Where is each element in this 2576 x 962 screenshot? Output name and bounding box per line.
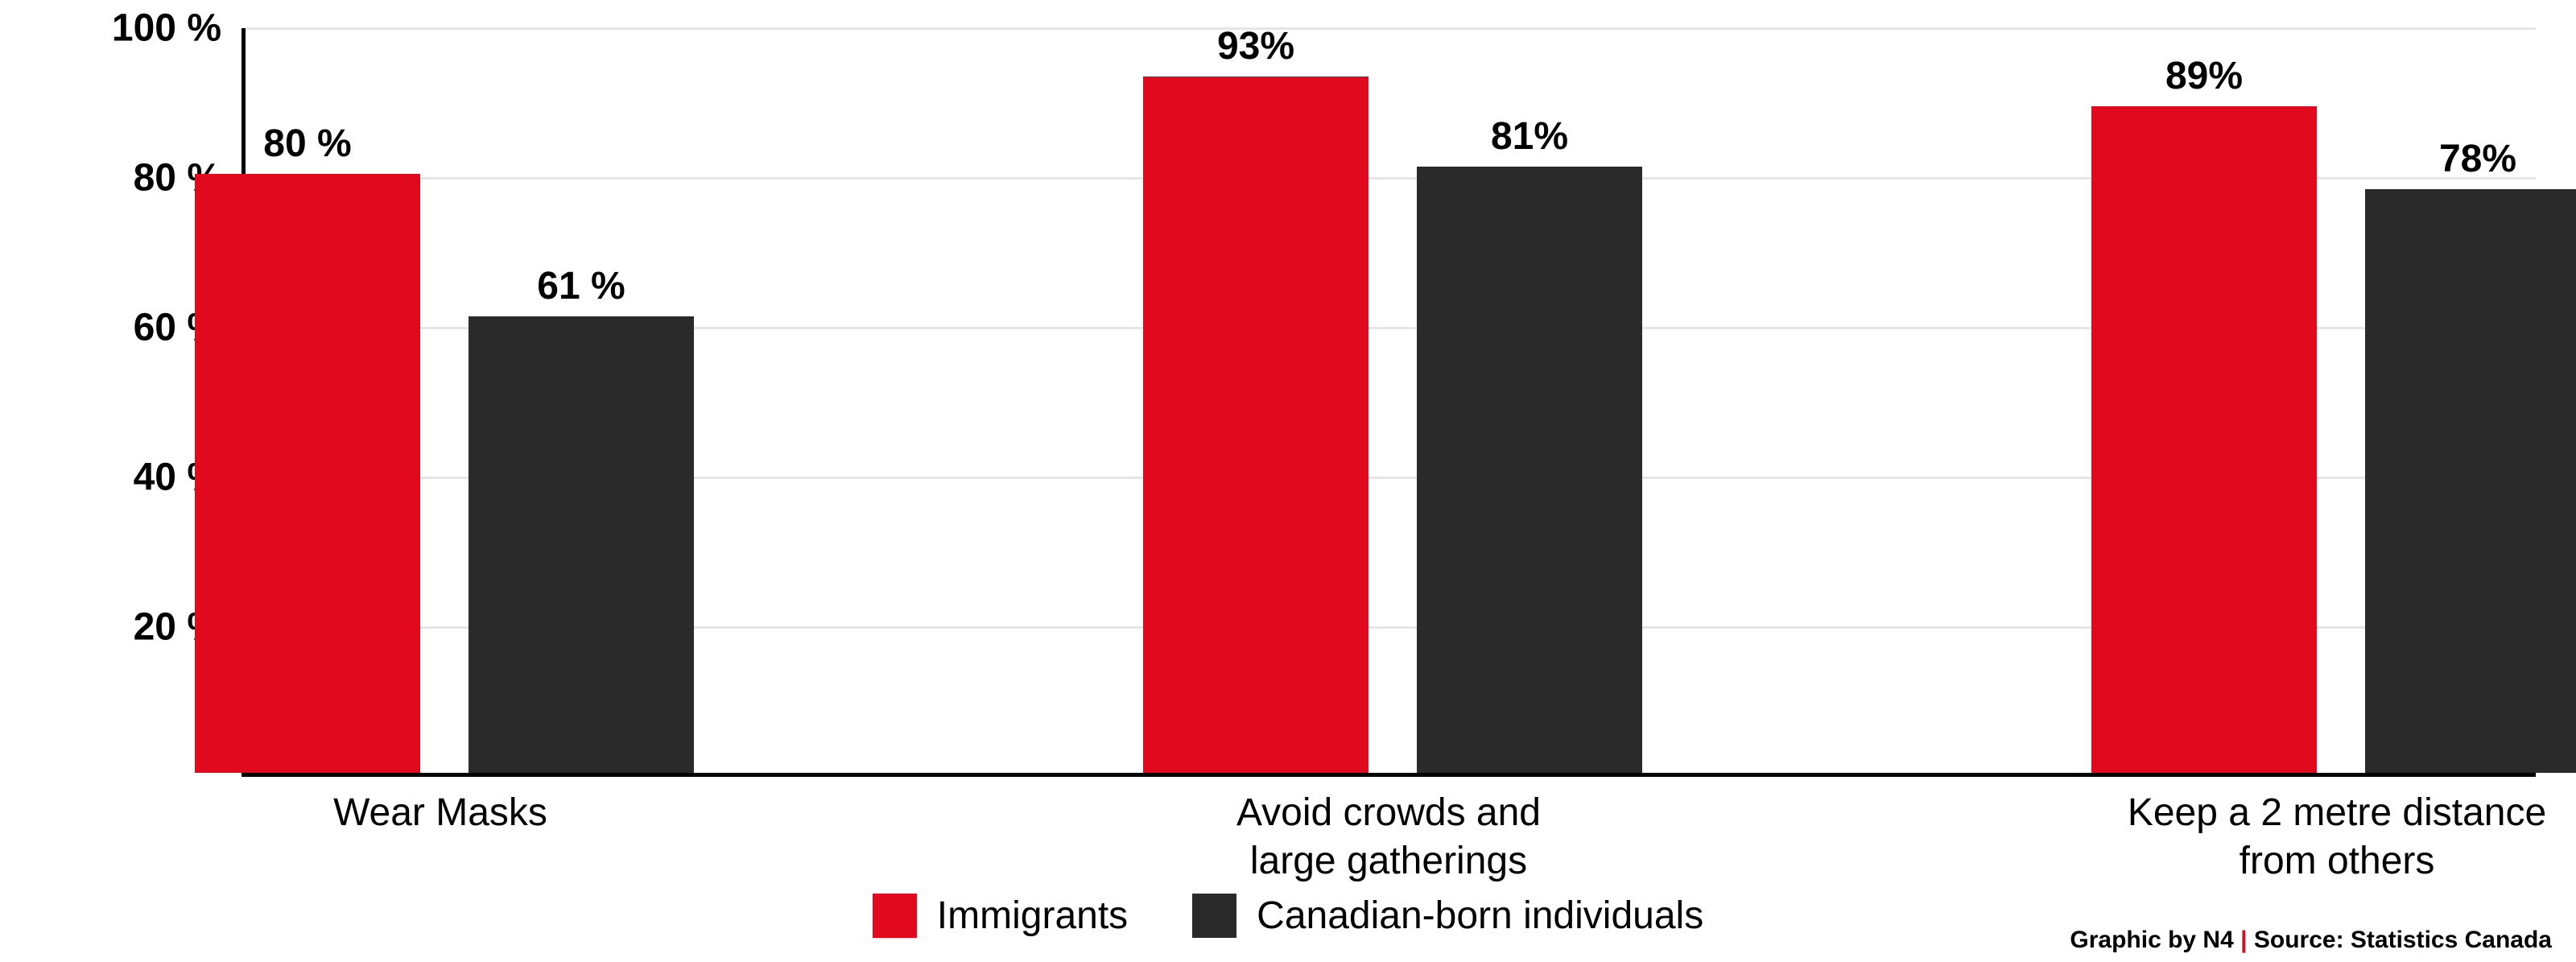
legend-swatch <box>1192 894 1236 938</box>
y-tick-label: 100 % <box>112 6 221 51</box>
bar-value-label: 93% <box>1217 24 1294 68</box>
credit-suffix: Source: Statistics Canada <box>2248 927 2552 953</box>
chart-container: 20 %40 %60 %80 %100 %80 %61 %93%81%89%78… <box>137 28 2536 777</box>
gridline <box>246 27 2536 30</box>
x-axis-labels: Wear Masks Avoid crowds and large gatheri… <box>242 789 2536 886</box>
legend-item: Canadian-born individuals <box>1192 894 1703 938</box>
bar: 93% <box>1143 76 1368 773</box>
plot-area: 20 %40 %60 %80 %100 %80 %61 %93%81%89%78… <box>242 28 2536 777</box>
credit-line: Graphic by N4 | Source: Statistics Canad… <box>2070 927 2552 954</box>
x-category-label: Avoid crowds and large gatherings <box>1236 789 1541 886</box>
bar-value-label: 61 % <box>537 264 625 308</box>
credit-prefix: Graphic by N4 <box>2070 927 2240 953</box>
bar: 78% <box>2365 189 2576 773</box>
credit-separator: | <box>2240 927 2247 953</box>
legend-label: Canadian-born individuals <box>1257 894 1703 938</box>
bar: 61 % <box>469 316 694 773</box>
bar-value-label: 80 % <box>263 122 351 166</box>
bar-value-label: 81% <box>1491 114 1568 159</box>
legend-label: Immigrants <box>937 894 1128 938</box>
bar-value-label: 89% <box>2165 54 2243 98</box>
bar: 80 % <box>195 174 420 773</box>
x-category-label: Keep a 2 metre distance from others <box>2128 789 2546 886</box>
legend-swatch <box>873 894 917 938</box>
bar-value-label: 78% <box>2439 137 2516 181</box>
bar: 81% <box>1417 167 1642 773</box>
legend-item: Immigrants <box>873 894 1128 938</box>
x-category-label: Wear Masks <box>333 789 547 837</box>
bar: 89% <box>2091 106 2317 773</box>
